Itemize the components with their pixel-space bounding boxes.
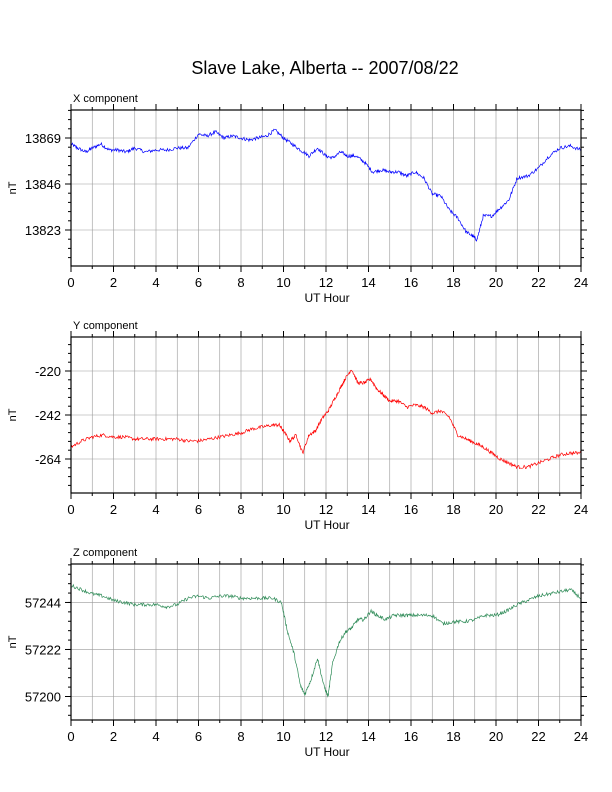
x-tick-label: 10 [276, 502, 290, 517]
data-series-line [70, 583, 582, 698]
x-tick-label: 14 [361, 502, 375, 517]
x-tick-label: 22 [531, 729, 545, 744]
y-axis-label: nT [7, 408, 19, 421]
y-tick-label: -220 [35, 364, 61, 379]
x-tick-label: 20 [489, 502, 503, 517]
x-tick-label: 2 [110, 502, 117, 517]
x-tick-label: 18 [446, 502, 460, 517]
x-tick-label: 22 [531, 502, 545, 517]
x-tick-label: 20 [489, 729, 503, 744]
x-tick-label: 8 [237, 275, 244, 290]
x-tick-label: 24 [574, 729, 588, 744]
y-axis-label: nT [7, 181, 19, 194]
y-tick-label: 57222 [25, 642, 61, 657]
x-tick-label: 8 [237, 502, 244, 517]
y-tick-label: 13869 [25, 131, 61, 146]
x-tick-label: 10 [276, 729, 290, 744]
x-tick-label: 8 [237, 729, 244, 744]
data-series-line [70, 369, 582, 470]
x-tick-label: 4 [152, 275, 159, 290]
x-axis-label: UT Hour [304, 518, 349, 532]
x-tick-label: 14 [361, 275, 375, 290]
x-tick-label: 0 [67, 729, 74, 744]
data-series-line [70, 128, 582, 242]
x-tick-label: 16 [404, 275, 418, 290]
x-tick-label: 16 [404, 502, 418, 517]
y-tick-label: 57200 [25, 689, 61, 704]
x-tick-label: 18 [446, 275, 460, 290]
x-tick-label: 6 [195, 502, 202, 517]
x-axis-label: UT Hour [304, 745, 349, 759]
x-tick-label: 0 [67, 275, 74, 290]
y-tick-label: 57244 [25, 595, 61, 610]
x-tick-label: 24 [574, 275, 588, 290]
x-tick-label: 22 [531, 275, 545, 290]
panel-label: X component [73, 93, 138, 105]
x-tick-label: 16 [404, 729, 418, 744]
y-tick-label: 13823 [25, 223, 61, 238]
x-tick-label: 2 [110, 275, 117, 290]
x-tick-label: 12 [319, 502, 333, 517]
panel-label: Y component [73, 320, 138, 332]
x-tick-label: 12 [319, 729, 333, 744]
x-tick-label: 4 [152, 502, 159, 517]
x-axis-label: UT Hour [304, 291, 349, 305]
x-tick-label: 6 [195, 729, 202, 744]
x-tick-label: 12 [319, 275, 333, 290]
y-tick-label: 13846 [25, 177, 61, 192]
x-tick-label: 2 [110, 729, 117, 744]
x-tick-label: 24 [574, 502, 588, 517]
x-tick-label: 18 [446, 729, 460, 744]
page-title: Slave Lake, Alberta -- 2007/08/22 [191, 58, 459, 78]
x-tick-label: 10 [276, 275, 290, 290]
y-axis-label: nT [7, 635, 19, 648]
x-tick-label: 14 [361, 729, 375, 744]
panel-label: Z component [73, 547, 137, 559]
x-tick-label: 0 [67, 502, 74, 517]
y-tick-label: -264 [35, 452, 61, 467]
x-tick-label: 20 [489, 275, 503, 290]
x-tick-label: 6 [195, 275, 202, 290]
x-tick-label: 4 [152, 729, 159, 744]
y-tick-label: -242 [35, 408, 61, 423]
